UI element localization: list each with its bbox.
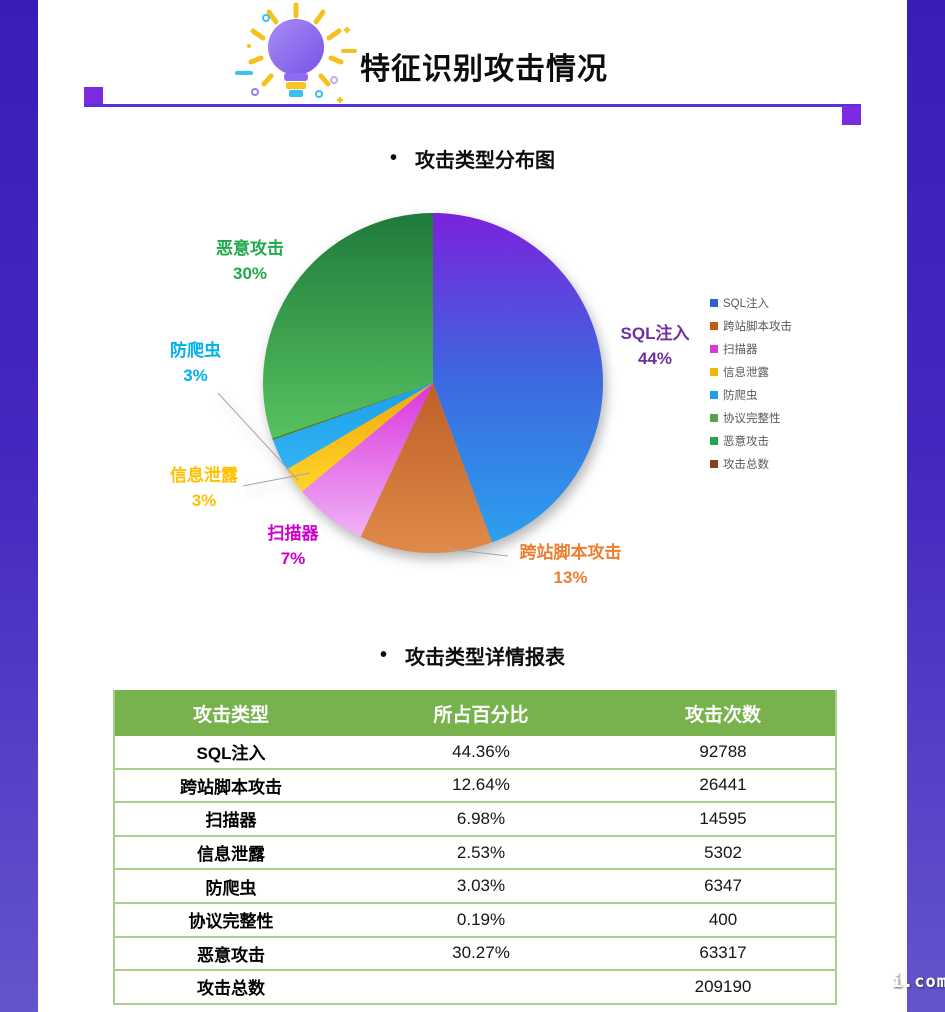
table-cell: 攻击总数 [197,979,265,999]
table-cell: 26441 [699,775,747,795]
pie-label-info-leak: 信息泄露 3% [170,466,238,510]
table-cell: 30.27% [452,943,510,963]
pie-label-xss: 跨站脚本攻击 13% [519,543,622,587]
pie-label-malicious-attack: 恶意攻击 30% [216,239,284,283]
table-cell: 63317 [699,943,747,963]
table-cell: 扫描器 [205,811,257,831]
watermark-text: i.com [891,972,945,992]
pie-section-title: • 攻击类型分布图 [38,144,907,173]
leader-line [447,548,509,557]
table-cell: 5302 [704,842,742,862]
table-row: 防爬虫 3.03% 6347 [115,870,835,904]
table-row: SQL注入 44.36% 92788 [115,736,835,770]
legend-item: 协议完整性 [710,406,792,429]
pie-section-title-text: 攻击类型分布图 [415,150,555,172]
pie-slice-1 [360,383,492,553]
table-cell: 协议完整性 [188,912,274,932]
pie-label-sql-injection: SQL注入 44% [620,324,690,368]
pie-label-anti-crawler: 防爬虫 3% [170,341,221,385]
right-purple-bar [907,0,945,1012]
page-title: 特征识别攻击情况 [360,53,608,86]
table-cell: 信息泄露 [197,845,265,865]
pie-slice-0 [433,213,604,543]
bullet-icon: • [379,644,387,666]
table-row: 攻击总数 209190 [115,971,835,1005]
leader-line [217,392,299,481]
legend-swatch-icon [710,459,718,468]
legend-label: 扫描器 [723,343,758,356]
divider-left-square [84,87,103,106]
bullet-icon: • [389,147,397,169]
table-cell: 14595 [699,808,747,828]
table-section-title: • 攻击类型详情报表 [38,641,907,670]
legend-swatch-icon [710,413,718,422]
legend-item: 攻击总数 [710,452,792,475]
attack-detail-table: 攻击类型 所占百分比 攻击次数 SQL注入 44.36% 92788 跨站脚本攻击 12… [113,690,837,1005]
legend-swatch-icon [710,298,718,307]
table-row: 协议完整性 0.19% 400 [115,903,835,938]
legend-swatch-icon [710,390,718,399]
table-row: 信息泄露 2.53% 5302 [115,836,835,871]
attack-type-pie-chart [217,213,604,557]
legend-item: 恶意攻击 [710,429,792,452]
table-cell: 恶意攻击 [197,945,265,965]
table-cell: 防爬虫 [205,878,257,898]
divider-right-square [842,106,861,125]
table-cell: 6.98% [456,808,506,828]
leader-line [242,472,311,487]
table-row: 扫描器 6.98% 14595 [115,803,835,837]
legend-swatch-icon [710,367,718,376]
pie-slice-4 [272,383,433,470]
table-row: 恶意攻击 30.27% 63317 [115,937,835,972]
legend-item: 扫描器 [710,337,792,360]
table-cell: 2.53% [456,842,506,862]
table-row: 跨站脚本攻击 12.64% 26441 [115,769,835,804]
pie-slice-5 [272,383,433,441]
legend-label: 攻击总数 [723,458,769,471]
col-header-attack-count: 攻击次数 [684,704,761,726]
pie-slice-2 [302,383,433,537]
table-body: SQL注入 44.36% 92788 跨站脚本攻击 12.64% 26441 扫描器 6.98… [115,736,835,1005]
legend-label: 协议完整性 [723,412,781,425]
legend-swatch-icon [710,344,718,353]
table-cell: 6347 [704,876,742,896]
table-section-title-text: 攻击类型详情报表 [405,647,565,669]
legend-label: 恶意攻击 [723,435,769,448]
col-header-attack-type: 攻击类型 [192,704,269,726]
legend-swatch-icon [710,436,718,445]
pie-slice-6 [263,213,433,439]
lightbulb-icon [233,2,359,111]
col-header-percentage: 所占百分比 [433,704,529,726]
table-header-row: 攻击类型 所占百分比 攻击次数 [115,690,835,736]
table-cell: 3.03% [456,876,506,896]
divider-line [84,104,861,107]
table-cell: 209190 [694,976,752,996]
legend-item: 跨站脚本攻击 [710,314,792,337]
table-cell: 44.36% [452,741,510,761]
legend-item: 防爬虫 [710,383,792,406]
table-cell: 12.64% [452,775,510,795]
legend-swatch-icon [710,321,718,330]
legend-label: 信息泄露 [723,366,769,379]
legend-item: 信息泄露 [710,360,792,383]
table-cell: 92788 [699,741,747,761]
table-cell: 跨站脚本攻击 [180,777,282,797]
pie-label-scanner: 扫描器 7% [267,524,319,568]
left-purple-bar [0,0,38,1012]
table-cell: SQL注入 [196,744,266,764]
legend-item: SQL注入 [710,291,792,314]
pie-slice-3 [286,383,433,492]
legend-label: SQL注入 [723,297,770,310]
pie-legend: SQL注入跨站脚本攻击 扫描器信息泄露防爬虫协议完整性恶意攻击攻击总数 [710,291,792,475]
legend-label: 防爬虫 [723,389,758,402]
table-cell: 400 [708,909,738,929]
table-cell: 0.19% [456,909,506,929]
legend-label: 跨站脚本攻击 [723,320,792,333]
